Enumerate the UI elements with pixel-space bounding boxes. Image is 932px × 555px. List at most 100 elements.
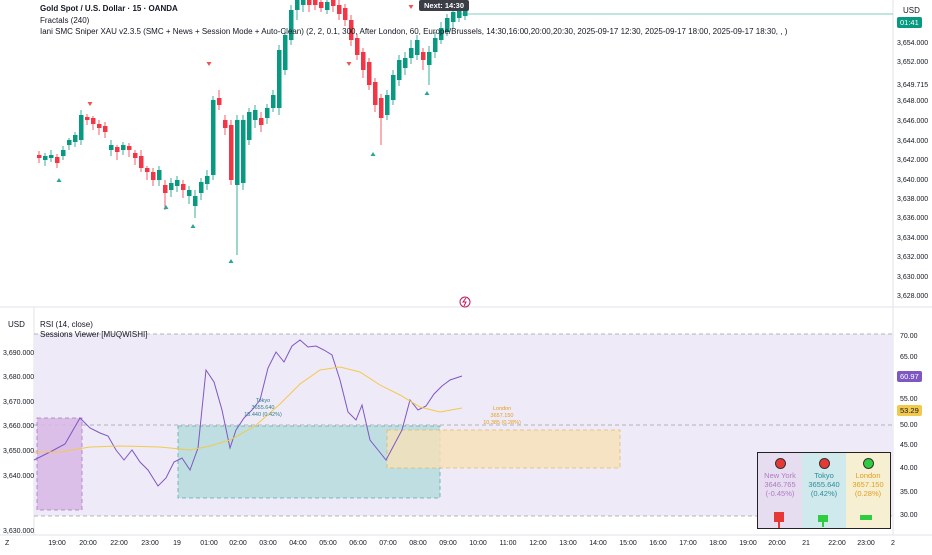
- candle-body: [295, 0, 300, 10]
- lower-left-axis-label: 3,690.000: [3, 350, 34, 357]
- wick-icon: [778, 520, 780, 528]
- candle-body: [145, 168, 150, 172]
- london-name: London: [855, 471, 881, 480]
- candle-body: [379, 98, 384, 118]
- fractal-up-marker: [424, 91, 430, 95]
- time-axis-label: 22:00: [828, 540, 846, 547]
- sessions-viewer-legend[interactable]: Sessions Viewer [MUQWISHI]: [40, 330, 148, 339]
- tokyo-change: (0.42%): [810, 489, 838, 498]
- candle-body: [403, 58, 408, 68]
- time-axis-label: 20:00: [79, 540, 97, 547]
- candle-body: [211, 100, 216, 175]
- candle-body: [187, 190, 192, 196]
- fractals-legend[interactable]: Fractals (240): [40, 16, 90, 25]
- candle-body: [301, 0, 306, 5]
- fractal-down-marker: [87, 102, 93, 106]
- time-axis-label: 06:00: [349, 540, 367, 547]
- candle-body: [133, 153, 138, 158]
- lower-right-axis-label: 55.00: [900, 396, 918, 403]
- candle-body: [307, 0, 312, 5]
- time-axis-label: 23:00: [857, 540, 875, 547]
- time-axis-label: 11:00: [500, 540, 517, 547]
- price-axis-label: 3,634.000: [897, 235, 928, 242]
- time-axis-label: 13:00: [559, 540, 577, 547]
- new-york-change: (-0.45%): [765, 489, 795, 498]
- lower-right-axis-label: 65.00: [900, 354, 918, 361]
- candle-body: [229, 125, 234, 180]
- price-axis-label: 3,628.000: [897, 293, 928, 300]
- candle-body: [445, 18, 450, 32]
- candle-body: [139, 156, 144, 168]
- candle-body: [169, 183, 174, 190]
- lower-right-axis-label: 40.00: [900, 465, 918, 472]
- rsi-ma-line: [34, 366, 463, 453]
- candle-body: [121, 145, 126, 150]
- price-axis-label: 3,630.000: [897, 274, 928, 281]
- candle-body: [277, 50, 282, 108]
- price-axis-label: 3,640.000: [897, 177, 928, 184]
- candle-body: [43, 156, 48, 160]
- time-axis: Z 19:00 20:00 22:00 23:00 19 01:00 02:00 03:00 04…: [5, 540, 895, 547]
- candle-body: [55, 157, 60, 163]
- wick-icon: [822, 515, 824, 527]
- candle-body: [349, 20, 354, 40]
- candle-body: [127, 146, 132, 150]
- tokyo-box-name: Tokyo: [256, 398, 270, 404]
- candle-body: [109, 145, 114, 150]
- candle-body: [439, 28, 444, 40]
- candle-body: [217, 98, 222, 105]
- candle-body: [325, 2, 330, 10]
- time-axis-label: 23:00: [141, 540, 159, 547]
- candle-body: [313, 0, 318, 5]
- candle-body: [319, 2, 324, 8]
- price-axis-label: 3,648.000: [897, 98, 928, 105]
- candle-body: [67, 140, 72, 145]
- candle-body: [415, 40, 420, 55]
- london-price: 3657.150: [852, 480, 884, 489]
- time-axis-label: 22:00: [110, 540, 128, 547]
- lower-left-axis: 3,690.000 3,680.000 3,670.000 3,660.000 3,65…: [3, 350, 34, 535]
- london-box-change: 10.385 (0.28%): [483, 420, 521, 426]
- time-axis-label: 01:00: [200, 540, 218, 547]
- symbol-title[interactable]: Gold Spot / U.S. Dollar · 15 · OANDA: [40, 4, 178, 13]
- candle-body: [367, 62, 372, 85]
- candle-icon: [774, 512, 784, 522]
- smc-indicator-legend[interactable]: Iani SMC Sniper XAU v2.3.5 (SMC + News +…: [40, 27, 788, 36]
- time-axis-label: 20:00: [768, 540, 786, 547]
- candle-icon: [860, 515, 872, 520]
- rsi-legend[interactable]: RSI (14, close): [40, 320, 93, 329]
- london-change: (0.28%): [854, 489, 882, 498]
- session-london: London 3657.150 (0.28%): [846, 453, 890, 528]
- lower-left-axis-label: 3,660.000: [3, 423, 34, 430]
- lower-left-axis-label: 3,650.000: [3, 448, 34, 455]
- candle-body: [97, 124, 102, 128]
- tokyo-name: Tokyo: [814, 471, 834, 480]
- candle-body: [49, 155, 54, 158]
- candle-body: [265, 108, 270, 118]
- new-york-name: New York: [764, 471, 796, 480]
- rsi-ma-value-tag: 53.29: [897, 405, 922, 416]
- candle-body: [79, 115, 84, 140]
- time-axis-label: 09:00: [439, 540, 457, 547]
- candle-body: [361, 52, 366, 70]
- candle-body: [433, 38, 438, 52]
- candle-body: [289, 10, 294, 40]
- candle-body: [73, 135, 78, 142]
- price-axis-label: 3,638.000: [897, 196, 928, 203]
- time-axis-label: 02:00: [229, 540, 247, 547]
- candle-body: [271, 95, 276, 108]
- candle-body: [85, 117, 90, 120]
- candle-body: [223, 120, 228, 128]
- fractal-down-marker: [408, 5, 414, 9]
- price-axis-label: 3,636.000: [897, 215, 928, 222]
- lightning-icon: [459, 296, 471, 308]
- candle-body: [91, 118, 96, 124]
- status-dot-icon: [862, 458, 874, 469]
- time-axis-label: 03:00: [259, 540, 277, 547]
- price-axis-label: 3,649.715: [897, 82, 928, 89]
- status-dot-icon: [774, 458, 786, 469]
- fractal-up-marker: [56, 178, 62, 182]
- candle-body: [205, 176, 210, 184]
- candle-body: [385, 95, 390, 115]
